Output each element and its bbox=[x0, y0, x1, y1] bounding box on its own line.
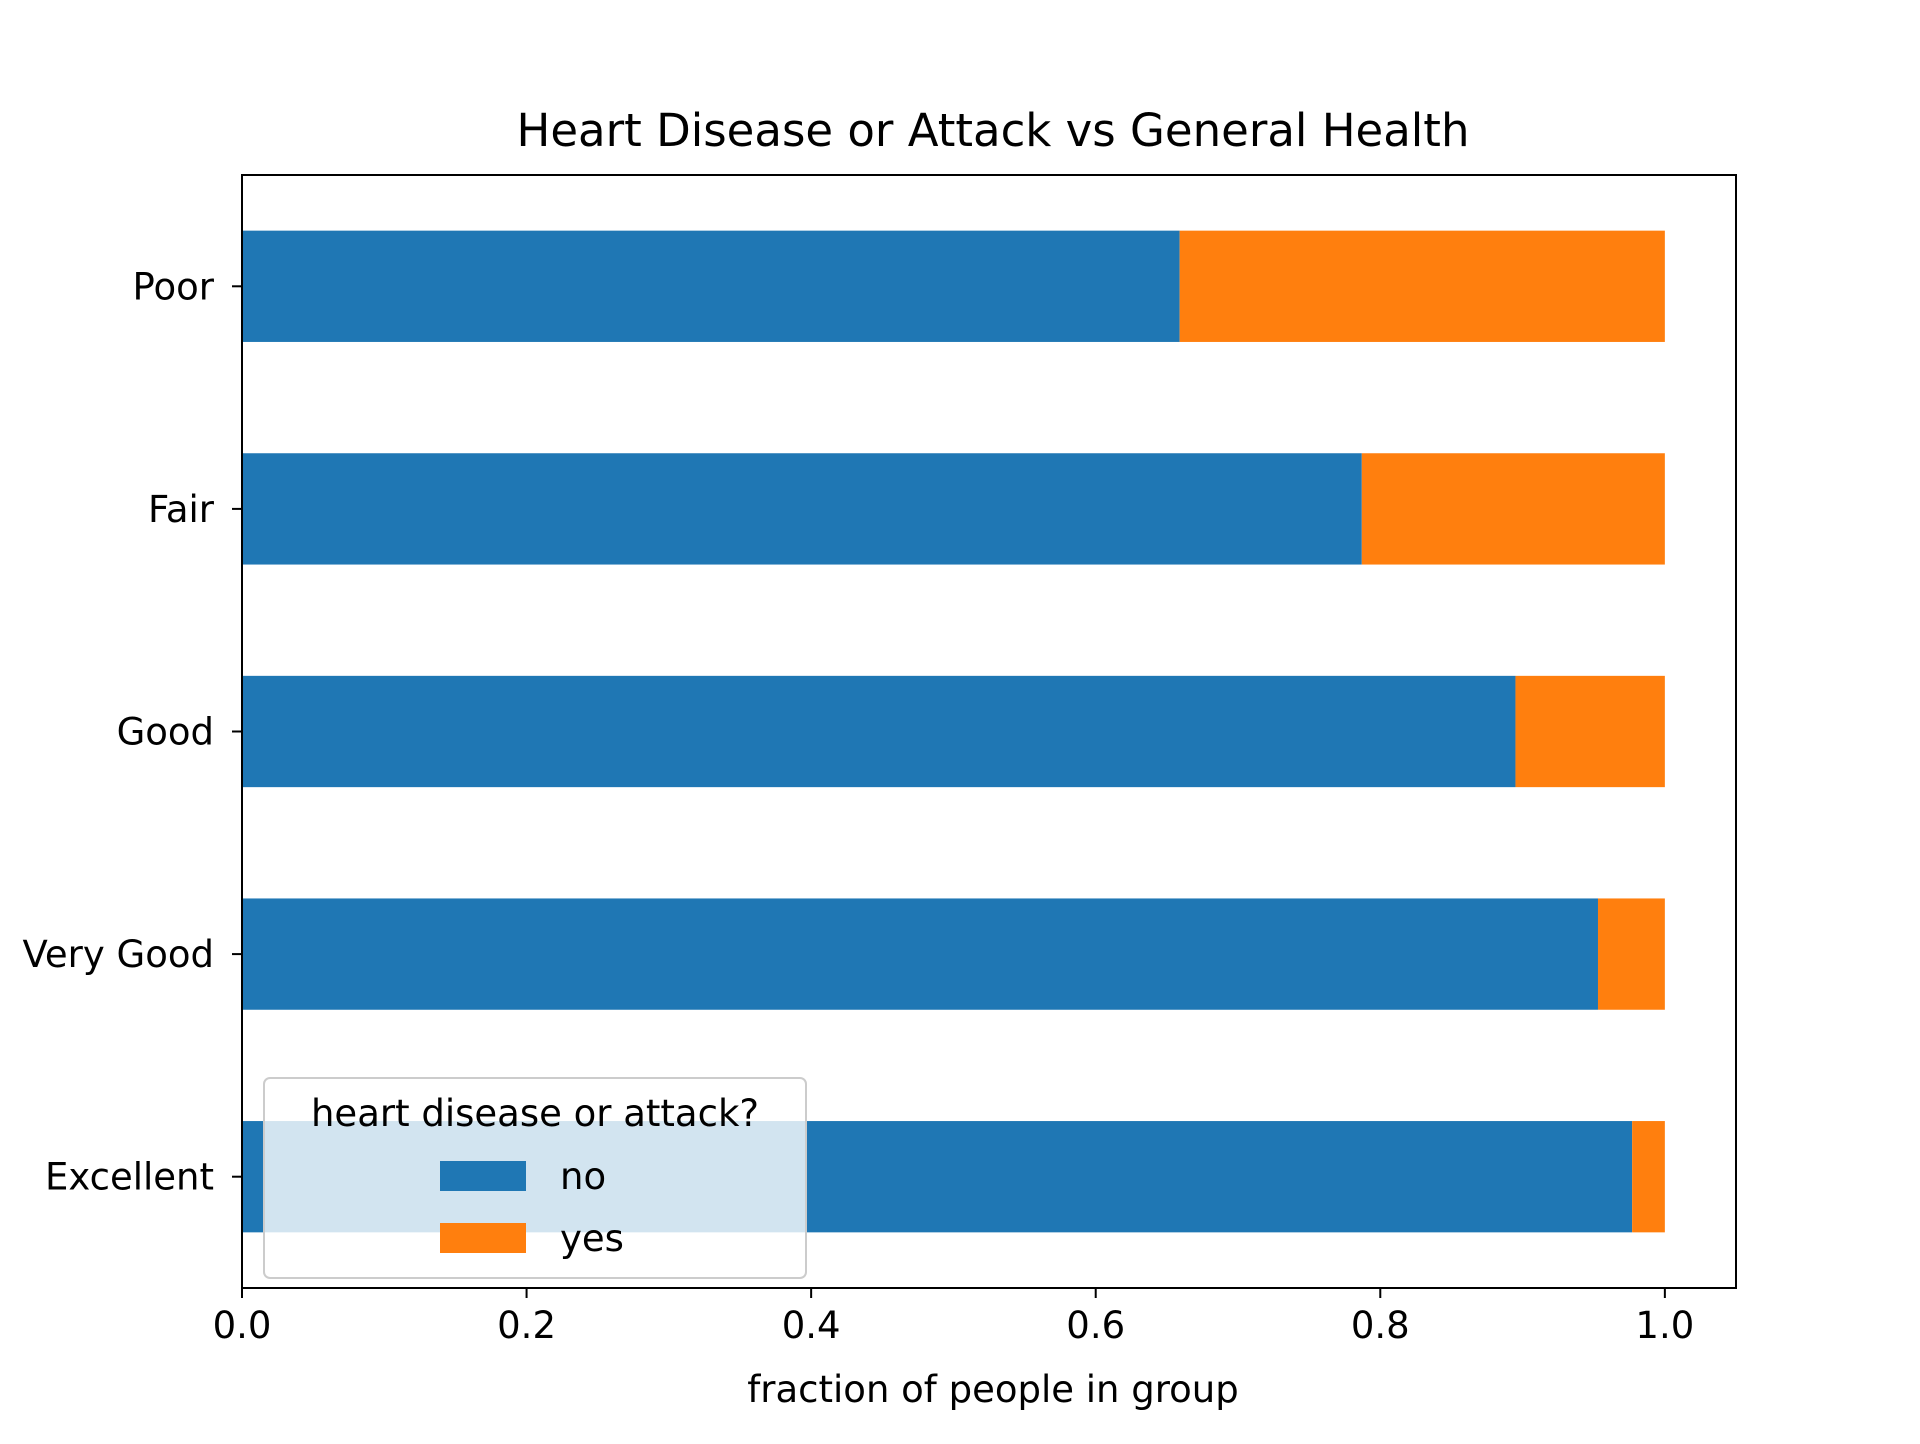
bar-fair-no bbox=[242, 453, 1362, 565]
bar-good-no bbox=[242, 675, 1516, 788]
legend: heart disease or attack? no yes bbox=[263, 1077, 807, 1279]
legend-label-no: no bbox=[560, 1155, 606, 1198]
y-tick-label: Fair bbox=[148, 488, 215, 531]
bar-very-good-yes bbox=[1597, 898, 1665, 1010]
legend-box bbox=[263, 1077, 807, 1279]
bar-fair-yes bbox=[1361, 453, 1665, 565]
x-axis-label: fraction of people in group bbox=[747, 1368, 1238, 1411]
y-tick-label: Excellent bbox=[45, 1156, 214, 1199]
legend-label-yes: yes bbox=[560, 1217, 624, 1260]
legend-swatch-no bbox=[440, 1161, 526, 1191]
chart-title: Heart Disease or Attack vs General Healt… bbox=[517, 104, 1470, 157]
x-tick-label: 0.4 bbox=[782, 1304, 841, 1347]
bars-layer bbox=[242, 230, 1665, 1233]
x-tick-label: 0.2 bbox=[497, 1304, 556, 1347]
legend-title: heart disease or attack? bbox=[311, 1092, 759, 1135]
bar-poor-no bbox=[242, 230, 1180, 342]
bar-good-yes bbox=[1515, 675, 1665, 788]
x-tick-label: 1.0 bbox=[1635, 1304, 1694, 1347]
y-tick-label: Very Good bbox=[22, 933, 214, 976]
legend-swatch-yes bbox=[440, 1223, 526, 1253]
x-tick-label: 0.0 bbox=[213, 1304, 272, 1347]
x-tick-label: 0.8 bbox=[1351, 1304, 1410, 1347]
y-tick-label: Good bbox=[117, 711, 214, 754]
x-tick-label: 0.6 bbox=[1066, 1304, 1125, 1347]
axes-layer: 0.0 0.2 0.4 0.6 0.8 1.0 Excellent Very Good Good… bbox=[22, 174, 1737, 1347]
bar-poor-yes bbox=[1179, 230, 1665, 342]
y-tick-label: Poor bbox=[133, 265, 215, 308]
bar-excellent-yes bbox=[1632, 1121, 1665, 1233]
bar-very-good-no bbox=[242, 898, 1598, 1010]
